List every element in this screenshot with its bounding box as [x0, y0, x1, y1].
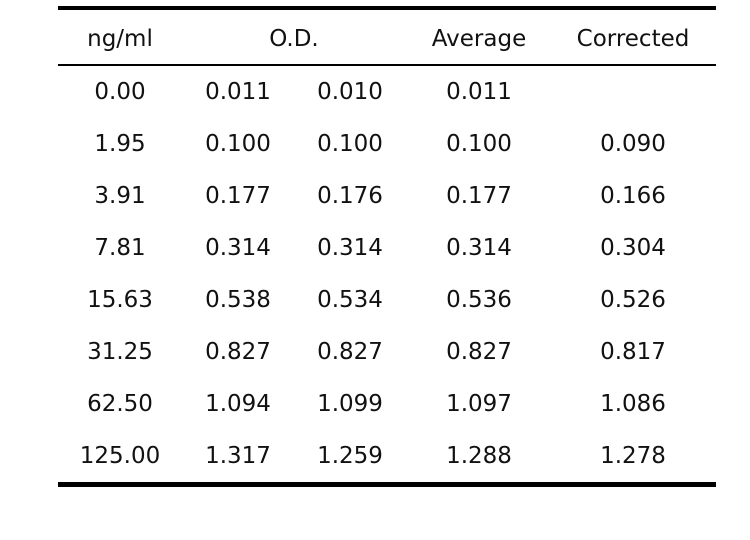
cell-od-2: 1.099	[317, 391, 383, 417]
cell-od-2: 1.259	[317, 443, 383, 469]
cell-corrected	[568, 66, 698, 118]
cell-od-1: 0.177	[205, 183, 271, 209]
table-row: 7.81 0.314 0.314 0.314 0.304	[58, 222, 716, 274]
cell-average: 0.827	[446, 339, 512, 365]
header-average: Average	[431, 26, 527, 52]
cell-concentration: 3.91	[94, 183, 146, 209]
cell-corrected: 0.304	[600, 235, 666, 261]
standard-curve-table: ng/ml O.D. Average Corrected 0.00 0.011 …	[58, 6, 716, 487]
cell-od-1: 0.011	[205, 79, 271, 105]
cell-average: 0.536	[446, 287, 512, 313]
cell-concentration: 125.00	[79, 443, 161, 469]
table-row: 125.00 1.317 1.259 1.288 1.278	[58, 430, 716, 482]
cell-corrected: 0.166	[600, 183, 666, 209]
cell-concentration: 1.95	[94, 131, 146, 157]
cell-od-1: 0.827	[205, 339, 271, 365]
cell-concentration: 31.25	[87, 339, 153, 365]
cell-concentration: 62.50	[87, 391, 153, 417]
cell-od-2: 0.010	[317, 79, 383, 105]
cell-od-1: 1.317	[205, 443, 271, 469]
table-row: 15.63 0.538 0.534 0.536 0.526	[58, 274, 716, 326]
cell-corrected: 1.278	[600, 443, 666, 469]
table-header-row: ng/ml O.D. Average Corrected	[58, 10, 716, 66]
cell-od-2: 0.176	[317, 183, 383, 209]
cell-corrected: 0.090	[600, 131, 666, 157]
cell-concentration: 15.63	[87, 287, 153, 313]
cell-average: 1.288	[446, 443, 512, 469]
table-row: 62.50 1.094 1.099 1.097 1.086	[58, 378, 716, 430]
cell-od-1: 0.538	[205, 287, 271, 313]
cell-od-2: 0.100	[317, 131, 383, 157]
header-od: O.D.	[269, 26, 319, 52]
table-top-rule	[58, 6, 716, 10]
cell-od-2: 0.534	[317, 287, 383, 313]
cell-concentration: 0.00	[94, 79, 146, 105]
cell-average: 0.177	[446, 183, 512, 209]
table-row: 31.25 0.827 0.827 0.827 0.817	[58, 326, 716, 378]
cell-corrected: 0.526	[600, 287, 666, 313]
cell-od-1: 0.314	[205, 235, 271, 261]
table-row: 3.91 0.177 0.176 0.177 0.166	[58, 170, 716, 222]
cell-corrected: 0.817	[600, 339, 666, 365]
cell-average: 0.100	[446, 131, 512, 157]
cell-od-2: 0.827	[317, 339, 383, 365]
header-concentration: ng/ml	[87, 26, 153, 52]
cell-corrected: 1.086	[600, 391, 666, 417]
table-body: 0.00 0.011 0.010 0.011 1.95 0.100 0.100 …	[58, 66, 716, 482]
cell-average: 0.011	[446, 79, 512, 105]
table-bottom-rule	[58, 482, 716, 487]
header-corrected: Corrected	[576, 26, 690, 52]
cell-od-1: 1.094	[205, 391, 271, 417]
cell-od-2: 0.314	[317, 235, 383, 261]
table-row: 1.95 0.100 0.100 0.100 0.090	[58, 118, 716, 170]
cell-od-1: 0.100	[205, 131, 271, 157]
table-row: 0.00 0.011 0.010 0.011	[58, 66, 716, 118]
cell-average: 0.314	[446, 235, 512, 261]
cell-average: 1.097	[446, 391, 512, 417]
cell-concentration: 7.81	[94, 235, 146, 261]
